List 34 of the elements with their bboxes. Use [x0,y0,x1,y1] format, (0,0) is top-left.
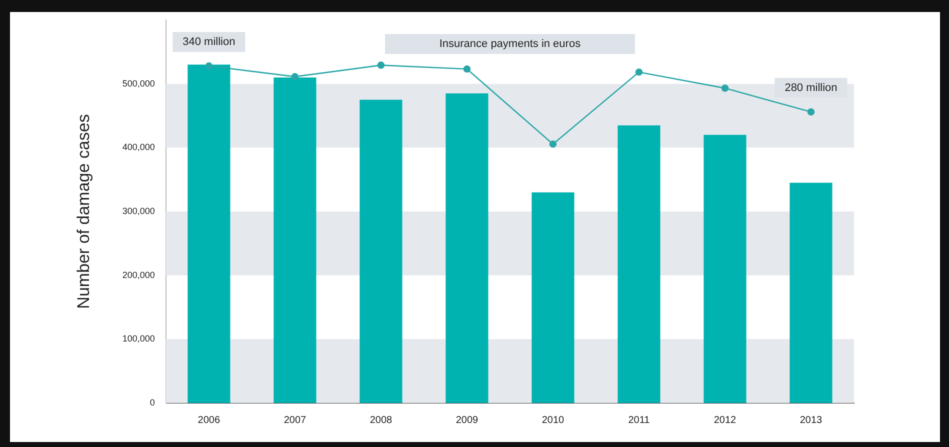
y-tick-label: 300,000 [122,206,155,216]
x-tick-label: 2009 [456,414,479,426]
label-box: Insurance payments in euros [384,34,635,54]
y-tick-label: 200,000 [122,270,155,280]
x-tick-label: 2013 [800,414,823,426]
x-tick-label: 2012 [714,414,737,426]
y-tick-label: 0 [150,397,155,408]
x-tick-label: 2010 [542,414,565,426]
bar [446,93,488,403]
point [463,65,471,73]
bar [618,125,660,403]
bar [274,77,316,403]
bar [704,134,746,403]
point [807,108,815,116]
y-tick-label: 500,000 [122,78,155,88]
y-tick-label: 400,000 [122,142,155,152]
data-label: 280 million [784,82,838,94]
point [635,68,643,76]
x-tick-label: 2006 [198,414,220,426]
point [205,62,213,70]
bar [360,100,402,403]
data-label: 340 million [182,36,236,48]
point [549,140,557,148]
point [721,84,729,92]
bar [532,192,574,403]
x-tick-label: 2011 [628,414,650,426]
x-tick-label: 2007 [284,414,307,426]
y-axis-title: Number of damage cases [74,114,93,309]
point [377,62,385,69]
bar [188,64,230,403]
point [291,73,299,80]
y-tick-label: 100,000 [122,334,155,344]
x-tick-label: 2008 [370,414,393,426]
bar [790,182,832,403]
